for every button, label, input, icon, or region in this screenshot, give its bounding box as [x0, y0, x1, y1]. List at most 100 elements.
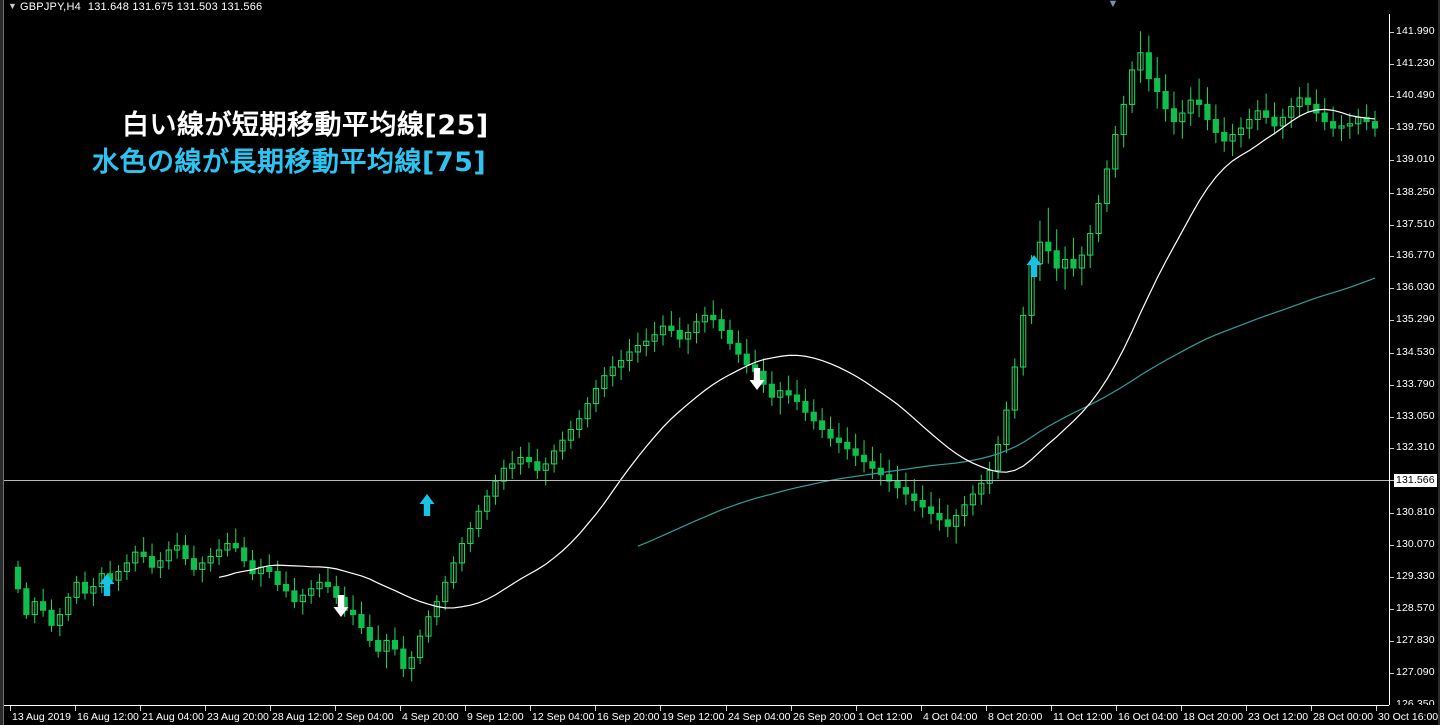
time-tick	[1376, 706, 1377, 711]
time-tick	[986, 706, 987, 711]
time-tick	[921, 706, 922, 711]
price-tick	[1390, 385, 1394, 386]
price-label: 126.350	[1396, 698, 1435, 710]
price-tick	[1390, 577, 1394, 578]
price-tick	[1390, 256, 1394, 257]
time-tick	[595, 706, 596, 711]
time-label: 9 Sep 12:00	[467, 711, 524, 723]
chevron-down-icon[interactable]: ▼	[1107, 0, 1119, 10]
price-label: 130.070	[1396, 538, 1435, 550]
time-tick	[660, 706, 661, 711]
time-label: 16 Aug 12:00	[77, 711, 139, 723]
time-label: 16 Sep 20:00	[597, 711, 660, 723]
time-tick	[1181, 706, 1182, 711]
chart-canvas	[4, 31, 1389, 682]
price-label: 127.830	[1396, 634, 1435, 646]
time-label: 23 Oct 12:00	[1248, 711, 1309, 723]
price-label: 140.490	[1396, 89, 1435, 101]
price-tick	[1390, 160, 1394, 161]
time-tick	[10, 706, 11, 711]
price-label: 134.530	[1396, 346, 1435, 358]
price-label: 139.750	[1396, 121, 1435, 133]
price-label: 129.330	[1396, 570, 1435, 582]
time-label: 21 Aug 04:00	[142, 711, 204, 723]
window-border-left	[0, 0, 3, 725]
time-axis-line	[4, 705, 1389, 706]
price-label: 141.990	[1396, 25, 1435, 37]
price-label: 128.570	[1396, 602, 1435, 614]
price-tick	[1390, 545, 1394, 546]
price-tick	[1390, 288, 1394, 289]
price-label: 141.230	[1396, 57, 1435, 69]
price-tick	[1390, 609, 1394, 610]
price-label: 133.050	[1396, 410, 1435, 422]
time-label: 28 Aug 12:00	[272, 711, 334, 723]
time-tick	[1311, 706, 1312, 711]
time-tick	[726, 706, 727, 711]
price-tick	[1390, 320, 1394, 321]
time-tick	[856, 706, 857, 711]
symbol-label: GBPJPY,H4	[20, 1, 81, 13]
price-tick	[1390, 448, 1394, 449]
time-label: 18 Oct 20:00	[1183, 711, 1244, 723]
price-label: 138.250	[1396, 186, 1435, 198]
price-tick	[1390, 32, 1394, 33]
price-tick	[1390, 513, 1394, 514]
chart-header: ▼ GBPJPY,H4 131.648 131.675 131.503 131.56…	[4, 0, 1438, 14]
time-tick	[1246, 706, 1247, 711]
time-label: 28 Oct 00:00	[1313, 711, 1374, 723]
price-tick	[1390, 480, 1394, 481]
time-label: 12 Sep 04:00	[532, 711, 595, 723]
current-price-label: 131.566	[1394, 474, 1437, 487]
time-tick	[530, 706, 531, 711]
time-tick	[400, 706, 401, 711]
time-tick	[75, 706, 76, 711]
price-tick	[1390, 225, 1394, 226]
time-label: 8 Oct 20:00	[988, 711, 1043, 723]
price-axis-line	[1389, 14, 1390, 705]
time-tick	[465, 706, 466, 711]
chart-plot-area[interactable]: 白い線が短期移動平均線[25] 水色の線が長期移動平均線[75]	[4, 14, 1389, 705]
price-tick	[1390, 673, 1394, 674]
price-scale[interactable]: 141.990 141.230 140.490 139.750 139.010 138.2…	[1389, 14, 1438, 710]
price-label: 130.810	[1396, 506, 1435, 518]
time-label: 13 Aug 2019	[12, 711, 71, 723]
time-tick	[1051, 706, 1052, 711]
time-label: 16 Oct 04:00	[1118, 711, 1179, 723]
ma-long-line	[637, 277, 1376, 547]
price-label: 135.290	[1396, 313, 1435, 325]
price-label: 136.770	[1396, 249, 1435, 261]
time-label: 19 Sep 12:00	[662, 711, 725, 723]
time-tick	[205, 706, 206, 711]
signal-arrows	[99, 255, 1042, 617]
time-label: 1 Oct 12:00	[858, 711, 913, 723]
time-label: 26 Sep 20:00	[793, 711, 856, 723]
chevron-down-icon[interactable]: ▼	[8, 1, 17, 11]
time-tick	[140, 706, 141, 711]
candlestick-series	[14, 31, 1379, 682]
time-label: 11 Oct 12:00	[1053, 711, 1113, 723]
time-tick	[335, 706, 336, 711]
price-label: 139.010	[1396, 153, 1435, 165]
time-tick	[791, 706, 792, 711]
price-tick	[1390, 353, 1394, 354]
time-tick	[270, 706, 271, 711]
window-border-right	[1438, 0, 1440, 725]
price-label: 137.510	[1396, 218, 1435, 230]
time-label: 24 Sep 04:00	[728, 711, 791, 723]
price-tick	[1390, 193, 1394, 194]
price-label: 127.090	[1396, 666, 1435, 678]
price-label: 132.310	[1396, 441, 1435, 453]
time-scale[interactable]: 13 Aug 2019 16 Aug 12:00 21 Aug 04:00 23 Au…	[4, 705, 1438, 725]
price-tick	[1390, 96, 1394, 97]
price-label: 133.790	[1396, 378, 1435, 390]
time-label: 2 Sep 04:00	[337, 711, 394, 723]
time-label: 30 Oct 16:00	[1378, 711, 1439, 723]
time-label: 4 Oct 04:00	[923, 711, 978, 723]
ohlc-values: 131.648 131.675 131.503 131.566	[87, 1, 263, 13]
time-tick	[1116, 706, 1117, 711]
time-label: 23 Aug 20:00	[207, 711, 269, 723]
price-label: 136.030	[1396, 281, 1435, 293]
price-tick	[1390, 417, 1394, 418]
